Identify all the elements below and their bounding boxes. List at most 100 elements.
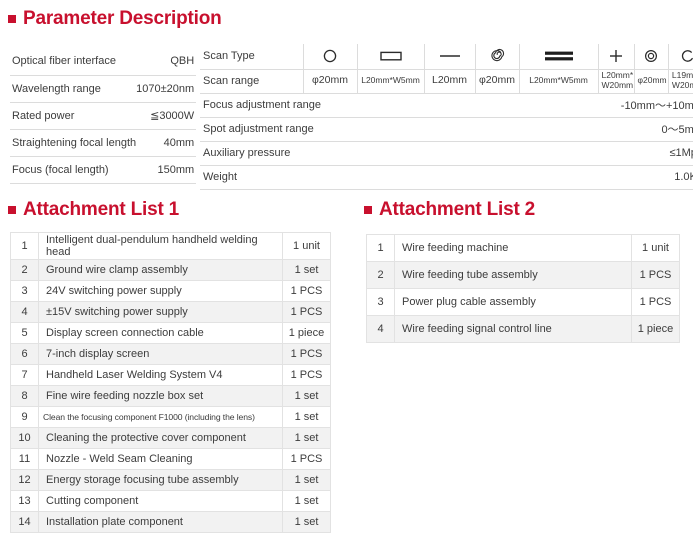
table-row: 1 Intelligent dual-pendulum handheld weld… (10, 232, 331, 260)
row-description: Handheld Laser Welding System V4 (38, 364, 283, 386)
table-row: 10 Cleaning the protective cover componen… (10, 427, 331, 449)
plus-icon (597, 44, 634, 70)
row-description: ±15V switching power supply (38, 301, 283, 323)
horizontal-line-icon (423, 44, 475, 70)
row-index: 3 (10, 280, 39, 302)
row-quantity: 1 set (282, 427, 331, 449)
row-description: Clean the focusing component F1000 (incl… (38, 406, 283, 428)
row-description: Installation plate component (38, 511, 283, 533)
row-quantity: 1 unit (282, 232, 331, 260)
row-quantity: 1 PCS (631, 261, 680, 289)
scan-range-value: φ20mm (302, 69, 357, 94)
row-description: Fine wire feeding nozzle box set (38, 385, 283, 407)
spec-value: 1.0Kg (475, 165, 693, 190)
table-row: 11 Nozzle - Weld Seam Cleaning 1 PCS (10, 448, 331, 470)
row-quantity: 1 PCS (282, 301, 331, 323)
table-row: Rated power ≦3000W (10, 102, 197, 130)
table-row: Spot adjustment range 0～5mm (200, 117, 693, 142)
scan-range-value: φ20mm (474, 69, 519, 94)
row-index: 2 (366, 261, 395, 289)
row-quantity: 1 set (282, 469, 331, 491)
scan-range-value: L20mm*W5mm (518, 69, 598, 94)
scan-range-value: L20mm* W20mm (597, 69, 634, 94)
table-row: 2 Ground wire clamp assembly 1 set (10, 259, 331, 281)
double-bar-icon (518, 44, 598, 70)
row-index: 8 (10, 385, 39, 407)
row-index: 5 (10, 322, 39, 344)
table-row: 6 7-inch display screen 1 PCS (10, 343, 331, 365)
row-quantity: 1 set (282, 511, 331, 533)
row-quantity: 1 set (282, 259, 331, 281)
page-title-parameter-description: Parameter Description (8, 8, 222, 30)
row-description: Wire feeding tube assembly (394, 261, 632, 289)
table-row: Focus (focal length) 150mm (10, 156, 197, 184)
row-quantity: 1 unit (631, 234, 680, 262)
table-row: Weight 1.0Kg (200, 165, 693, 190)
table-row: 8 Fine wire feeding nozzle box set 1 set (10, 385, 331, 407)
attachment-list-1-table: 1 Intelligent dual-pendulum handheld weld… (10, 232, 331, 533)
table-row: 9 Clean the focusing component F1000 (inc… (10, 406, 331, 428)
table-row: 12 Energy storage focusing tube assembly 1… (10, 469, 331, 491)
spec-label: Weight (200, 165, 475, 190)
param-key: Optical fiber interface (10, 48, 137, 76)
row-quantity: 1 PCS (282, 364, 331, 386)
row-index: 10 (10, 427, 39, 449)
row-quantity: 1 piece (282, 322, 331, 344)
row-index: 2 (10, 259, 39, 281)
table-row: Straightening focal length 40mm (10, 129, 197, 157)
table-row: 4 Wire feeding signal control line 1 piece (366, 315, 680, 343)
arc-hook-icon (667, 44, 693, 70)
scan-range-value: L20mm*W5mm (356, 69, 424, 94)
row-index: 1 (366, 234, 395, 262)
scan-range-value: L19mm* W20mm (667, 69, 693, 94)
row-description: Ground wire clamp assembly (38, 259, 283, 281)
param-value: ≦3000W (136, 102, 197, 130)
heading-text: Parameter Description (23, 8, 222, 29)
param-value: 150mm (136, 156, 197, 184)
row-description: Nozzle - Weld Seam Cleaning (38, 448, 283, 470)
spiral-icon (474, 44, 519, 70)
row-description: Power plug cable assembly (394, 288, 632, 316)
row-description: Wire feeding machine (394, 234, 632, 262)
row-quantity: 1 PCS (631, 288, 680, 316)
table-row: 1 Wire feeding machine 1 unit (366, 234, 680, 262)
row-index: 9 (10, 406, 39, 428)
scan-range-value: φ20mm (633, 69, 668, 94)
row-description: 7-inch display screen (38, 343, 283, 365)
attachment-list-2-body: 1 Wire feeding machine 1 unit 2 Wire feeding… (366, 234, 680, 343)
row-description: Wire feeding signal control line (394, 315, 632, 343)
scan-range-row: Scan range φ20mm L20mm*W5mm L20mm φ20mm … (200, 69, 693, 94)
heading-text: Attachment List 2 (379, 199, 536, 220)
row-description: Cutting component (38, 490, 283, 512)
spec-value: 0～5mm (475, 117, 693, 142)
table-row: 4 ±15V switching power supply 1 PCS (10, 301, 331, 323)
scan-type-label: Scan Type (200, 44, 303, 70)
rectangle-outline-icon (356, 44, 424, 70)
param-value: QBH (136, 48, 197, 76)
spec-value: -10mm～+10mm (475, 93, 693, 118)
param-value: 1070±20nm (136, 75, 197, 103)
spec-label: Auxiliary pressure (200, 141, 475, 166)
row-description: 24V switching power supply (38, 280, 283, 302)
row-index: 4 (366, 315, 395, 343)
scan-type-row: Scan Type (200, 44, 693, 70)
table-row: Wavelength range 1070±20nm (10, 75, 197, 103)
row-quantity: 1 PCS (282, 280, 331, 302)
scan-range-label: Scan range (200, 69, 303, 94)
table-row: Focus adjustment range -10mm～+10mm (200, 93, 693, 118)
param-value: 40mm (136, 129, 197, 157)
table-row: 13 Cutting component 1 set (10, 490, 331, 512)
row-index: 13 (10, 490, 39, 512)
row-description: Cleaning the protective cover component (38, 427, 283, 449)
circle-outline-icon (302, 44, 357, 70)
table-row: 3 24V switching power supply 1 PCS (10, 280, 331, 302)
spec-value: ≤1Mpa (475, 141, 693, 166)
row-quantity: 1 PCS (282, 343, 331, 365)
section-title-attachment-list-2: Attachment List 2 (364, 199, 535, 221)
table-row: Auxiliary pressure ≤1Mpa (200, 141, 693, 166)
row-quantity: 1 piece (631, 315, 680, 343)
row-index: 7 (10, 364, 39, 386)
parameter-table-body: Optical fiber interface QBH Wavelength r… (10, 48, 197, 184)
param-key: Rated power (10, 102, 137, 130)
section-title-attachment-list-1: Attachment List 1 (8, 199, 179, 221)
